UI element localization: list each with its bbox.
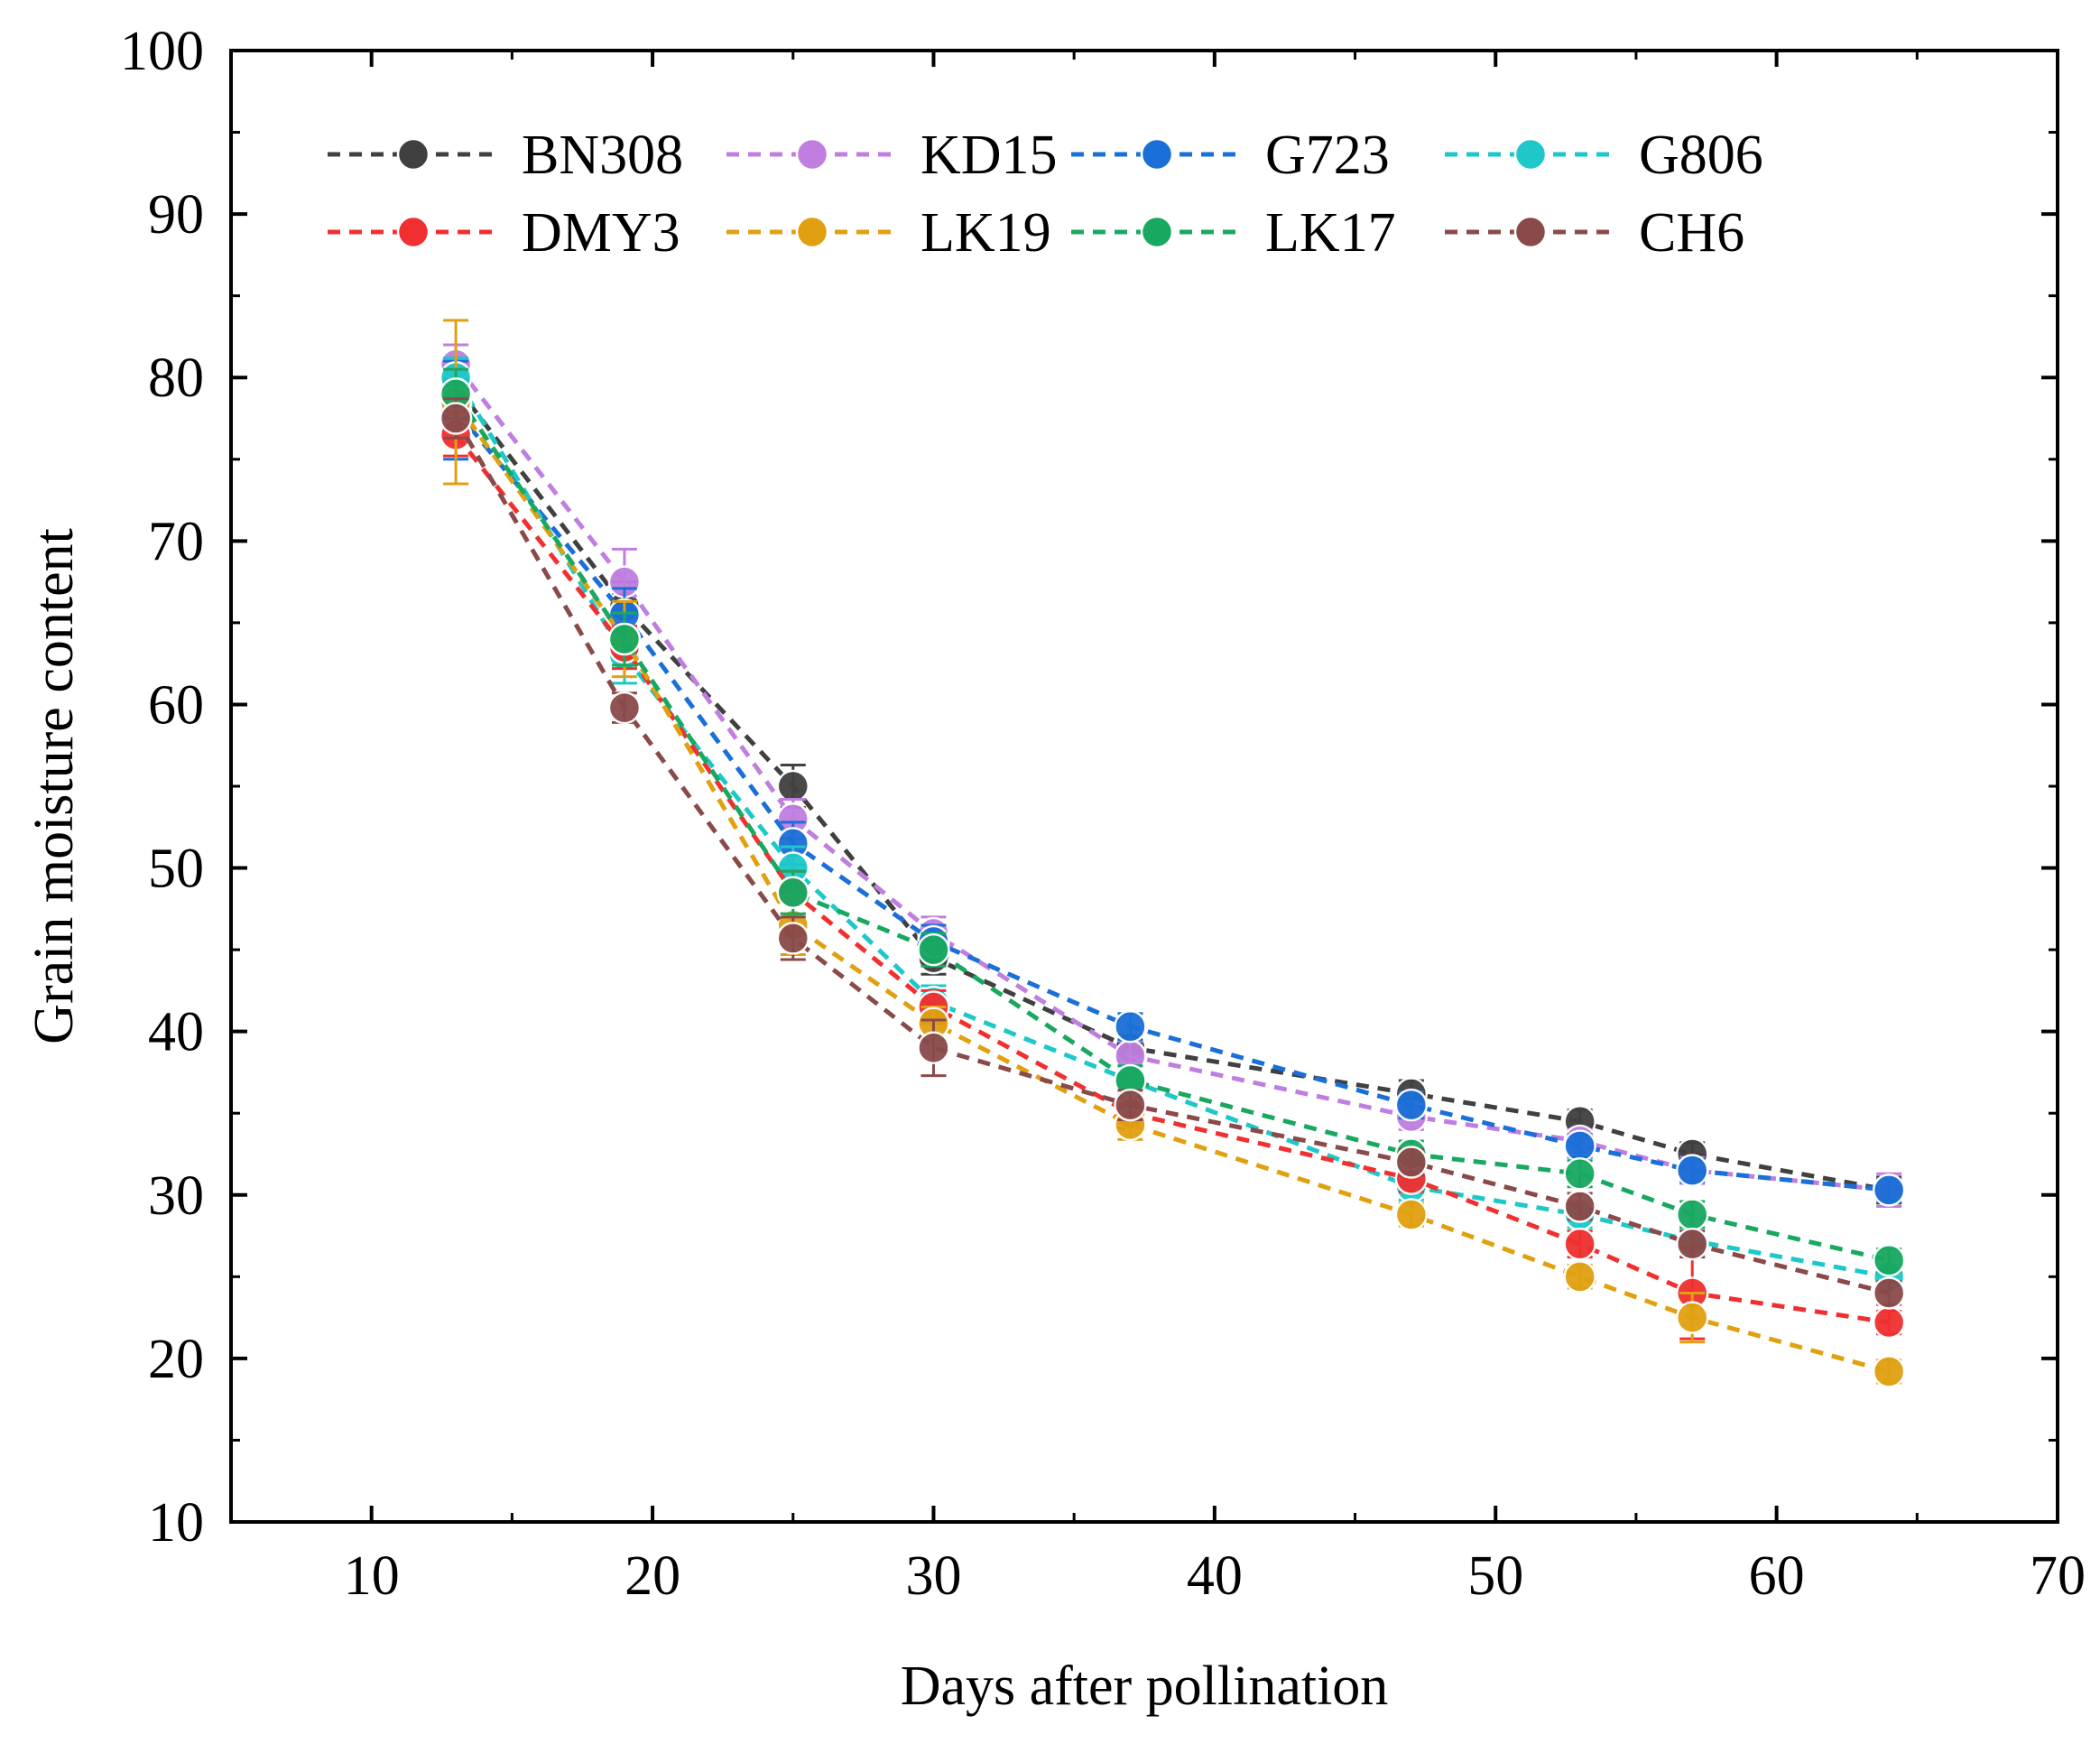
series-kd15 — [439, 343, 1906, 1208]
data-point — [1394, 1146, 1429, 1179]
series-group — [439, 319, 1906, 1388]
x-axis: 10 20 30 40 50 60 70 — [344, 51, 2086, 1607]
y-tick-label: 100 — [120, 21, 204, 82]
legend-label: LK17 — [1265, 202, 1396, 264]
legend-swatch-marker — [396, 215, 430, 249]
y-tick-label: 40 — [148, 1002, 204, 1063]
legend-swatch-marker — [1513, 137, 1548, 172]
data-point — [1114, 1009, 1147, 1044]
x-tick-label: 20 — [624, 1545, 680, 1607]
data-point — [776, 876, 810, 909]
legend-item-lk17: LK17 — [1071, 202, 1396, 264]
data-point — [1675, 1154, 1709, 1187]
data-point — [439, 402, 473, 435]
y-tick-label: 90 — [148, 184, 204, 246]
data-point — [1872, 1355, 1906, 1388]
series-lk17 — [439, 367, 1906, 1277]
legend-swatch-marker — [396, 137, 430, 172]
legend: BN308 KD15 G723 G806 DMY3 LK19 LK17 CH6 — [328, 125, 1763, 264]
series-ch6 — [439, 397, 1906, 1310]
data-point — [917, 932, 950, 967]
legend-swatch-marker — [795, 215, 829, 249]
data-point — [1114, 1088, 1147, 1122]
y-tick-label: 80 — [148, 348, 204, 409]
data-point — [1563, 1156, 1596, 1191]
series-g723 — [439, 359, 1906, 1207]
data-point — [1675, 1227, 1709, 1261]
legend-item-dmy3: DMY3 — [328, 202, 680, 264]
y-tick-label: 70 — [148, 511, 204, 572]
data-point — [1394, 1088, 1429, 1122]
data-point — [1563, 1227, 1596, 1261]
y-tick-label: 30 — [148, 1165, 204, 1227]
data-point — [1675, 1198, 1709, 1231]
legend-item-lk19: LK19 — [726, 202, 1051, 264]
series-line — [454, 392, 1890, 1263]
y-axis-title: Grain moisture content — [23, 528, 85, 1044]
x-tick-label: 40 — [1187, 1545, 1243, 1607]
series-line — [453, 417, 1890, 1295]
y-tick-label: 20 — [148, 1329, 204, 1390]
legend-item-kd15: KD15 — [726, 125, 1058, 186]
data-point — [776, 922, 810, 955]
y-tick-label: 60 — [148, 674, 204, 736]
data-point — [1872, 1276, 1906, 1310]
data-point — [1394, 1198, 1429, 1231]
y-tick-label: 50 — [148, 839, 204, 900]
plot-area-frame — [229, 49, 2059, 1524]
legend-item-ch6: CH6 — [1445, 202, 1744, 264]
series-bn308 — [439, 367, 1906, 1207]
legend-label: KD15 — [920, 125, 1058, 186]
series-line — [454, 433, 1890, 1325]
legend-label: DMY3 — [522, 202, 680, 264]
data-point — [776, 769, 810, 803]
data-point — [1872, 1305, 1906, 1340]
series-line — [453, 376, 1890, 1279]
y-tick-label: 10 — [148, 1492, 204, 1554]
data-point — [1872, 1173, 1906, 1207]
legend-label: G806 — [1639, 125, 1763, 186]
legend-label: CH6 — [1639, 202, 1744, 264]
legend-swatch-marker — [795, 137, 829, 172]
legend-label: LK19 — [920, 202, 1051, 264]
x-tick-label: 30 — [905, 1545, 961, 1607]
legend-swatch-marker — [1513, 215, 1548, 249]
legend-item-bn308: BN308 — [328, 125, 683, 186]
x-tick-label: 60 — [1749, 1545, 1805, 1607]
series-line — [454, 408, 1890, 1192]
legend-item-g723: G723 — [1071, 125, 1390, 186]
x-tick-label: 70 — [2030, 1545, 2086, 1607]
data-point — [1563, 1129, 1596, 1163]
legend-swatch-marker — [1140, 137, 1174, 172]
x-axis-title: Days after pollination — [901, 1656, 1389, 1717]
x-tick-label: 50 — [1467, 1545, 1523, 1607]
legend-swatch-marker — [1140, 215, 1174, 249]
y-axis: 10 20 30 40 50 60 70 80 90 100 — [120, 21, 2058, 1554]
legend-label: G723 — [1265, 125, 1390, 186]
series-line — [454, 384, 1890, 1192]
x-tick-label: 10 — [344, 1545, 400, 1607]
data-point — [607, 622, 642, 656]
data-point — [1563, 1190, 1596, 1223]
legend-item-g806: G806 — [1445, 125, 1763, 186]
series-line — [454, 400, 1890, 1374]
series-line — [454, 363, 1890, 1192]
data-point — [1563, 1260, 1596, 1294]
data-point — [917, 1031, 950, 1065]
data-point — [1872, 1243, 1906, 1277]
legend-label: BN308 — [522, 125, 683, 186]
data-point — [1675, 1301, 1709, 1334]
data-point — [607, 691, 642, 725]
